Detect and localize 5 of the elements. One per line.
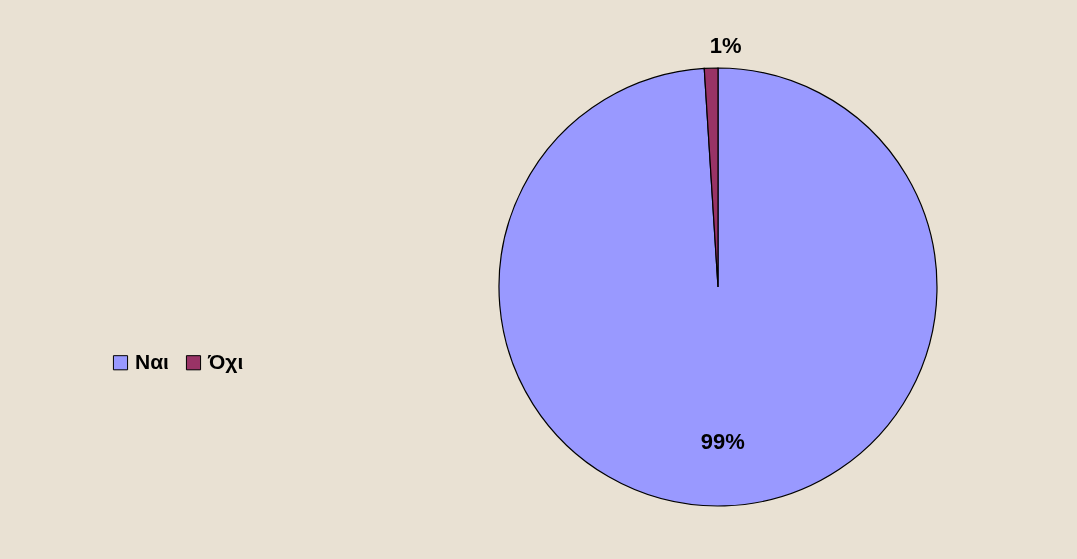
data-label: 1% [709,33,742,59]
data-label: 99% [700,429,745,455]
pie-slice [498,67,938,507]
legend-label: Ναι [135,349,170,373]
legend-label: Όχι [207,349,244,373]
